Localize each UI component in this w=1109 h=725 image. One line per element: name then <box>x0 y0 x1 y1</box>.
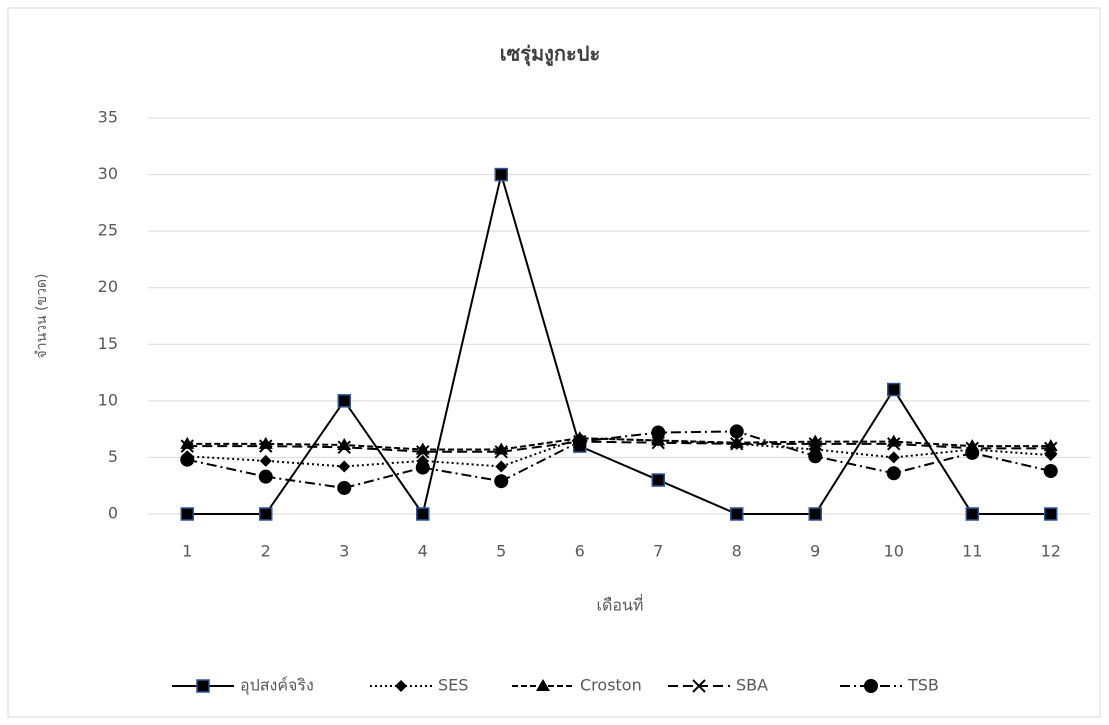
x-tick-label: 11 <box>962 542 982 561</box>
x-axis-label: เดือนที่ <box>597 594 644 615</box>
legend-label: Croston <box>580 676 642 695</box>
data-point <box>809 508 821 520</box>
x-tick-label: 1 <box>182 542 192 561</box>
x-tick-label: 4 <box>418 542 428 561</box>
data-point <box>494 474 508 488</box>
data-point <box>181 508 193 520</box>
data-point <box>887 466 901 480</box>
legend-marker <box>864 679 878 693</box>
y-tick-label: 10 <box>98 390 118 409</box>
y-tick-label: 25 <box>98 221 118 240</box>
data-point <box>417 508 429 520</box>
data-point <box>338 395 350 407</box>
chart: เซรุ่มงูกะปะ เดือนที่ จำนวน (ขวด) 051015… <box>0 0 1109 725</box>
y-tick-label: 30 <box>98 164 118 183</box>
data-point <box>731 508 743 520</box>
x-tick-label: 3 <box>339 542 349 561</box>
x-tick-label: 7 <box>653 542 663 561</box>
legend-label: SES <box>438 676 468 695</box>
data-point <box>808 449 822 463</box>
data-point <box>651 426 665 440</box>
data-point <box>260 508 272 520</box>
data-point <box>259 470 273 484</box>
data-point <box>888 384 900 396</box>
data-point <box>416 461 430 475</box>
y-tick-label: 20 <box>98 277 118 296</box>
x-tick-label: 2 <box>261 542 271 561</box>
chart-frame <box>8 8 1100 717</box>
x-tick-label: 8 <box>732 542 742 561</box>
data-point <box>337 481 351 495</box>
data-point <box>180 453 194 467</box>
data-point <box>965 446 979 460</box>
data-point <box>730 424 744 438</box>
data-point <box>1044 464 1058 478</box>
legend-label: อุปสงค์จริง <box>240 676 314 696</box>
y-axis-label: จำนวน (ขวด) <box>34 274 50 359</box>
x-tick-label: 9 <box>810 542 820 561</box>
y-tick-label: 15 <box>98 334 118 353</box>
data-point <box>495 169 507 181</box>
y-tick-label: 0 <box>108 504 118 523</box>
x-tick-label: 12 <box>1041 542 1061 561</box>
x-tick-label: 6 <box>575 542 585 561</box>
legend-label: TSB <box>907 676 939 695</box>
data-point <box>1045 508 1057 520</box>
data-point <box>573 435 587 449</box>
x-tick-label: 5 <box>496 542 506 561</box>
y-tick-label: 35 <box>98 108 118 127</box>
y-tick-label: 5 <box>108 447 118 466</box>
x-tick-label: 10 <box>884 542 904 561</box>
data-point <box>652 474 664 486</box>
legend-marker <box>197 680 209 692</box>
legend-label: SBA <box>736 676 768 695</box>
chart-title: เซรุ่มงูกะปะ <box>500 42 600 68</box>
data-point <box>966 508 978 520</box>
